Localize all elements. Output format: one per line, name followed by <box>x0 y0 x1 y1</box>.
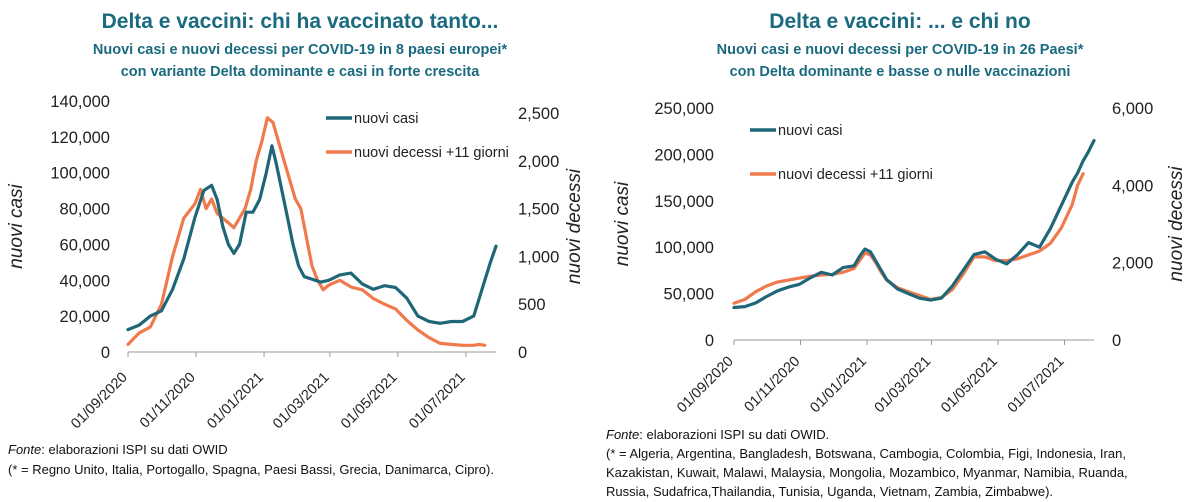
y2-tick-label: 2,000 <box>518 153 559 171</box>
legend-label: nuovi casi <box>778 123 842 139</box>
series-line-cases <box>126 144 498 332</box>
left-panel: Delta e vaccini: chi ha vaccinato tanto.… <box>6 10 585 479</box>
y2-axis-label: nuovi decessi <box>1166 166 1187 282</box>
chart-title: Delta e vaccini: ... e chi no <box>769 10 1031 33</box>
legend-label: nuovi decessi +11 giorni <box>778 167 933 183</box>
chart-subtitle-line2: con Delta dominante e basse o nulle vacc… <box>729 64 1071 80</box>
chart-subtitle-line1: Nuovi casi e nuovi decessi per COVID-19 … <box>92 42 508 58</box>
note-line: Kazakistan, Kuwait, Malawi, Malaysia, Mo… <box>606 465 1128 480</box>
y2-tick-label: 500 <box>518 296 546 314</box>
chart-left: 0 20,000 40,000 60,000 80,000 100,000 120,000 1… <box>6 93 585 433</box>
y-tick-label: 100,000 <box>654 239 714 257</box>
y-tick-label: 100,000 <box>50 165 110 183</box>
source-text: : elaborazioni ISPI su dati OWID <box>41 442 228 457</box>
note-line: (* = Algeria, Argentina, Bangladesh, Bot… <box>606 446 1126 461</box>
x-tick-label: 01/07/2021 <box>406 370 469 433</box>
y-tick-label: 50,000 <box>664 286 714 304</box>
chart-subtitle-line1: Nuovi casi e nuovi decessi per COVID-19 … <box>716 42 1084 58</box>
y-axis-label: nuovi casi <box>612 181 633 266</box>
series-line-cases <box>732 138 1096 310</box>
y-tick-label: 60,000 <box>60 236 110 254</box>
y2-axis-label: nuovi decessi <box>564 168 585 284</box>
y-tick-label: 150,000 <box>654 193 714 211</box>
y-tick-label: 0 <box>705 332 714 350</box>
x-tick-label: 01/03/2021 <box>872 354 935 417</box>
right-panel: Delta e vaccini: ... e chi no Nuovi casi… <box>600 0 1200 502</box>
x-tick-label: 01/01/2021 <box>807 354 870 417</box>
series-line-deaths <box>126 116 487 347</box>
x-tick-label: 01/05/2021 <box>338 370 401 433</box>
y2-tick-label: 2,000 <box>1112 255 1153 273</box>
y2-tick-label: 0 <box>518 344 527 362</box>
countries-note: (* = Algeria, Argentina, Bangladesh, Bot… <box>606 444 1128 501</box>
y2-tick-label: 4,000 <box>1112 177 1153 195</box>
source-note: Fonte: elaborazioni ISPI su dati OWID. <box>606 425 829 444</box>
y-axis-label: nuovi casi <box>6 183 27 268</box>
x-tick-label: 01/11/2020 <box>742 354 804 416</box>
y2-tick-label: 1,500 <box>518 201 559 219</box>
x-tick-label: 01/07/2021 <box>1005 354 1068 417</box>
source-label: Fonte <box>8 442 42 457</box>
y-tick-label: 250,000 <box>654 100 714 118</box>
x-tick-label: 01/09/2020 <box>68 370 131 433</box>
y2-tick-label: 2,500 <box>518 105 559 123</box>
y-tick-label: 140,000 <box>50 93 110 111</box>
note-line: (* = Regno Unito, Italia, Portogallo, Sp… <box>8 462 494 477</box>
y-tick-label: 200,000 <box>654 146 714 164</box>
y2-tick-label: 6,000 <box>1112 100 1153 118</box>
x-tick-label: 01/03/2021 <box>270 370 333 433</box>
legend-label: nuovi casi <box>354 111 418 127</box>
x-tick-label: 01/09/2020 <box>674 354 737 417</box>
y-tick-label: 80,000 <box>60 201 110 219</box>
series-line-deaths <box>732 172 1085 305</box>
chart-subtitle-line2: con variante Delta dominante e casi in f… <box>120 64 480 80</box>
y-tick-label: 40,000 <box>60 272 110 290</box>
y-tick-label: 0 <box>101 344 110 362</box>
chart-title: Delta e vaccini: chi ha vaccinato tanto.… <box>101 10 499 33</box>
source-label: Fonte <box>606 427 640 442</box>
note-line: Russia, Sudafrica,Thailandia, Tunisia, U… <box>606 484 1054 499</box>
y2-tick-label: 1,000 <box>518 248 559 266</box>
source-text: : elaborazioni ISPI su dati OWID. <box>639 427 830 442</box>
legend-label: nuovi decessi +11 giorni <box>354 145 509 161</box>
chart-right: 0 50,000 100,000 150,000 200,000 250,000 0 2,00… <box>612 100 1187 417</box>
x-tick-label: 01/11/2020 <box>137 370 199 432</box>
x-tick-label: 01/01/2021 <box>204 370 267 433</box>
x-tick-label: 01/05/2021 <box>938 354 1001 417</box>
y2-tick-label: 0 <box>1112 332 1121 350</box>
y-tick-label: 20,000 <box>60 308 110 326</box>
countries-note: (* = Regno Unito, Italia, Portogallo, Sp… <box>8 460 494 479</box>
y-tick-label: 120,000 <box>50 129 110 147</box>
source-note: Fonte: elaborazioni ISPI su dati OWID <box>8 440 228 459</box>
